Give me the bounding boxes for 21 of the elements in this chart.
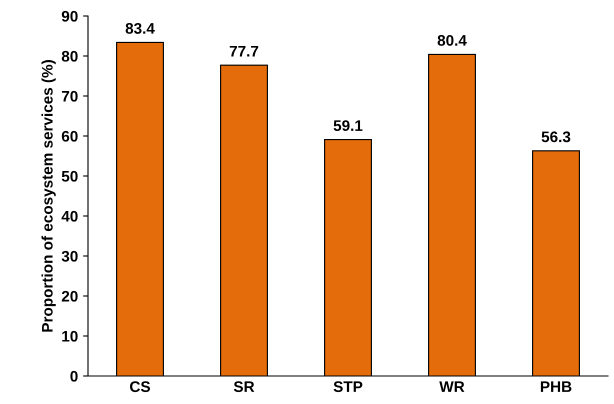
x-tick-label: CS xyxy=(130,381,150,392)
x-tick-label: WR xyxy=(439,381,464,392)
y-axis-title: Proportion of ecosystem services (%) xyxy=(41,60,56,332)
x-tick-label: SR xyxy=(234,381,254,392)
data-label: 80.4 xyxy=(438,35,467,46)
y-tick-label: 0 xyxy=(70,370,78,382)
x-tick-label: STP xyxy=(334,381,362,392)
data-label: 56.3 xyxy=(542,131,570,142)
y-tick-label: 10 xyxy=(62,330,78,342)
y-tick-label: 50 xyxy=(62,170,78,182)
data-label: 59.1 xyxy=(334,120,362,132)
y-tick-label: 80 xyxy=(62,50,78,62)
y-tick-label: 40 xyxy=(62,210,78,222)
data-label: 83.4 xyxy=(126,23,155,34)
data-label: 77.7 xyxy=(230,46,258,56)
y-tick-label: 90 xyxy=(62,10,78,22)
y-tick-label: 70 xyxy=(62,90,78,102)
x-tick-label: PHB xyxy=(540,381,572,392)
y-tick-label: 20 xyxy=(62,290,78,302)
y-tick-label: 60 xyxy=(62,130,78,142)
y-tick-label: 30 xyxy=(62,250,78,262)
